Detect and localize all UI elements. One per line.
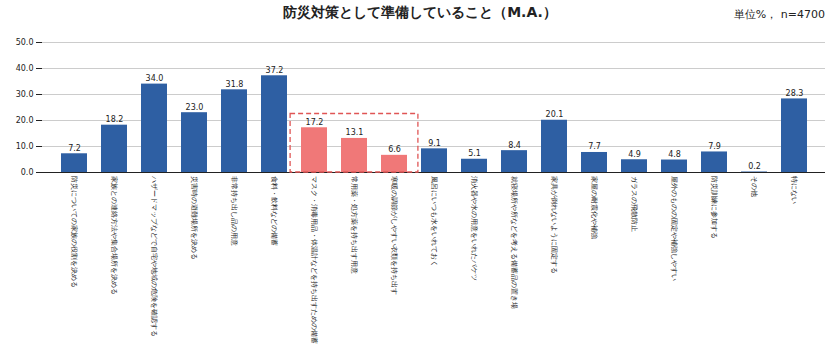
svg-text:0.2: 0.2 (748, 162, 761, 171)
svg-text:ハザードマップなどで自宅や地域の危険を確認する: ハザードマップなどで自宅や地域の危険を確認する (150, 175, 158, 337)
svg-text:30.0: 30.0 (16, 90, 34, 99)
svg-text:家族との連絡方法や集合場所を決める: 家族との連絡方法や集合場所を決める (110, 176, 118, 295)
svg-text:31.8: 31.8 (226, 80, 244, 89)
svg-text:4.9: 4.9 (628, 150, 641, 159)
svg-text:17.2: 17.2 (306, 118, 324, 127)
svg-text:屋外のものの固定や補強しやすい: 屋外のものの固定や補強しやすい (670, 176, 678, 281)
svg-text:4.8: 4.8 (668, 150, 681, 159)
svg-text:10.0: 10.0 (16, 142, 34, 151)
svg-text:その他: その他 (750, 176, 758, 197)
svg-text:特にない: 特にない (790, 176, 798, 204)
svg-text:食料・飲料などの備蓄: 食料・飲料などの備蓄 (270, 176, 278, 246)
svg-text:家屋の耐震化や補強: 家屋の耐震化や補強 (590, 176, 598, 239)
svg-text:18.2: 18.2 (106, 115, 124, 124)
svg-text:就寝場所や所などを考える備蓄品の置き場: 就寝場所や所などを考える備蓄品の置き場 (510, 176, 518, 309)
svg-text:常用薬・処方薬を持ち出す用意: 常用薬・処方薬を持ち出す用意 (350, 176, 358, 274)
svg-text:37.2: 37.2 (266, 66, 284, 75)
svg-text:7.2: 7.2 (68, 144, 81, 153)
html-text:単位%， n=4700: 単位%， n=4700 (733, 8, 825, 21)
svg-text:マスク・消毒用品・体温計などを持ち出すための備蓄: マスク・消毒用品・体温計などを持ち出すための備蓄 (310, 176, 318, 344)
svg-text:7.7: 7.7 (588, 142, 601, 151)
svg-text:50.0: 50.0 (16, 38, 34, 47)
svg-text:6.6: 6.6 (388, 145, 401, 154)
svg-text:0.0: 0.0 (21, 168, 34, 177)
svg-text:非常持ち出し品の用意: 非常持ち出し品の用意 (230, 176, 238, 246)
svg-text:消火器や水の用意をいれたバケツ: 消火器や水の用意をいれたバケツ (470, 176, 478, 281)
svg-text:災害時の避難場所を決める: 災害時の避難場所を決める (190, 176, 198, 260)
svg-text:防災についての家族の役割を決める: 防災についての家族の役割を決める (70, 176, 78, 288)
svg-text:5.1: 5.1 (468, 149, 481, 158)
svg-text:28.3: 28.3 (786, 89, 804, 98)
svg-text:家具が倒れないように固定する: 家具が倒れないように固定する (550, 176, 558, 274)
svg-text:8.4: 8.4 (508, 141, 521, 150)
svg-text:防災訓練に参加する: 防災訓練に参加する (710, 176, 718, 239)
svg-text:13.1: 13.1 (346, 128, 364, 137)
svg-text:40.0: 40.0 (16, 64, 34, 73)
svg-text:7.9: 7.9 (708, 142, 721, 151)
svg-text:ガラスの飛散防止: ガラスの飛散防止 (630, 176, 638, 232)
svg-text:23.0: 23.0 (186, 103, 204, 112)
svg-text:20.0: 20.0 (16, 116, 34, 125)
svg-text:34.0: 34.0 (146, 74, 164, 83)
svg-text:20.1: 20.1 (546, 110, 564, 119)
html-text:防災対策として準備していること（M.A.）: 防災対策として準備していること（M.A.） (283, 4, 557, 20)
svg-text:風呂にいつも水をいれておく: 風呂にいつも水をいれておく (430, 176, 438, 267)
svg-text:寒暖の調節がしやすい衣類を持ち出す: 寒暖の調節がしやすい衣類を持ち出す (390, 176, 398, 295)
svg-text:9.1: 9.1 (428, 139, 441, 148)
